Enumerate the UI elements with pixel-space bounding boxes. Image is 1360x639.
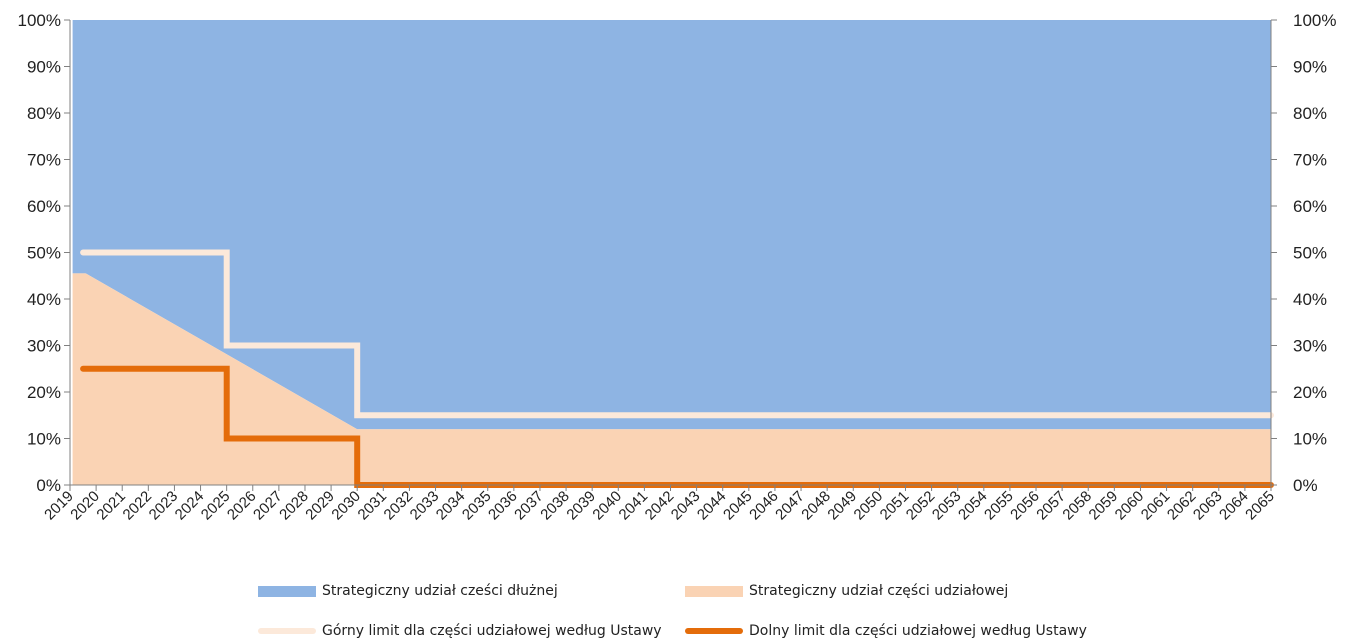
x-tick-label: 2056 [1007, 488, 1043, 524]
right-axis-ticks: 0% 10% 20% 30% 40% 50% 60% 70% 80% 90% 100% [1271, 11, 1336, 495]
x-tick-label: 2064 [1216, 488, 1252, 524]
right-tick-label: 80% [1293, 104, 1327, 123]
left-tick-label: 100% [18, 11, 61, 30]
x-tick-label: 2046 [746, 488, 782, 524]
x-tick-label: 2047 [772, 488, 808, 524]
x-tick-label: 2060 [1112, 488, 1148, 524]
right-tick-label: 40% [1293, 290, 1327, 309]
x-tick-label: 2062 [1164, 488, 1200, 524]
legend-item-debt: Strategiczny udział cześci dłużnej [258, 583, 558, 599]
x-tick-label: 2049 [824, 488, 860, 524]
chart: 0% 10% 20% 30% 40% 50% 60% 70% 80% 90% 100% 0% 10% 2… [18, 11, 1337, 523]
x-tick-label: 2039 [563, 488, 599, 524]
legend-swatch-lower-limit [685, 628, 743, 634]
x-tick-label: 2024 [172, 488, 208, 524]
x-tick-label: 2043 [668, 488, 704, 524]
x-tick-label: 2041 [616, 488, 652, 524]
x-tick-label: 2034 [433, 488, 469, 524]
legend-label-equity: Strategiczny udział części udziałowej [749, 583, 1009, 599]
x-tick-label: 2022 [120, 488, 156, 524]
left-tick-label: 10% [27, 430, 61, 449]
x-tick-label: 2029 [302, 488, 338, 524]
area-equity-share [72, 273, 1272, 485]
x-tick-label: 2054 [955, 488, 991, 524]
right-tick-label: 90% [1293, 58, 1327, 77]
legend-item-lower-limit: Dolny limit dla części udziałowej według… [685, 623, 1087, 639]
x-tick-label: 2065 [1242, 488, 1278, 524]
right-tick-label: 100% [1293, 11, 1336, 30]
x-tick-label: 2021 [93, 488, 129, 524]
left-tick-label: 90% [27, 58, 61, 77]
area-debt-share [72, 20, 1272, 430]
x-tick-label: 2032 [381, 488, 417, 524]
x-tick-label: 2063 [1190, 488, 1226, 524]
x-tick-label: 2026 [224, 488, 260, 524]
legend-swatch-debt [258, 585, 316, 597]
x-tick-label: 2023 [146, 488, 182, 524]
left-tick-label: 20% [27, 383, 61, 402]
left-tick-label: 60% [27, 197, 61, 216]
legend-label-debt: Strategiczny udział cześci dłużnej [322, 583, 558, 599]
x-tick-label: 2059 [1086, 488, 1122, 524]
x-tick-label: 2058 [1059, 488, 1095, 524]
legend-swatch-upper-limit [258, 628, 316, 634]
left-tick-label: 40% [27, 290, 61, 309]
x-tick-label: 2025 [198, 488, 234, 524]
x-tick-label: 2055 [981, 488, 1017, 524]
x-tick-label: 2031 [355, 488, 391, 524]
x-tick-label: 2038 [537, 488, 573, 524]
legend: Strategiczny udział cześci dłużnej Strat… [0, 578, 1360, 639]
legend-item-upper-limit: Górny limit dla części udziałowej według… [258, 623, 662, 639]
right-tick-label: 20% [1293, 383, 1327, 402]
left-tick-label: 50% [27, 244, 61, 263]
right-tick-label: 0% [1293, 476, 1318, 495]
x-tick-label: 2057 [1033, 488, 1069, 524]
right-tick-label: 60% [1293, 197, 1327, 216]
x-tick-label: 2035 [459, 488, 495, 524]
right-tick-label: 10% [1293, 430, 1327, 449]
line-upper-limit [80, 249, 1274, 419]
left-tick-label: 80% [27, 104, 61, 123]
legend-label-lower-limit: Dolny limit dla części udziałowej według… [749, 623, 1087, 639]
x-tick-label: 2033 [407, 488, 443, 524]
x-tick-label: 2030 [328, 488, 364, 524]
legend-label-upper-limit: Górny limit dla części udziałowej według… [322, 623, 662, 639]
x-tick-label: 2028 [276, 488, 312, 524]
x-tick-label: 2027 [250, 488, 286, 524]
legend-swatch-equity [685, 585, 743, 597]
x-tick-label: 2045 [720, 488, 756, 524]
right-tick-label: 70% [1293, 151, 1327, 170]
x-tick-label: 2040 [589, 488, 625, 524]
legend-item-equity: Strategiczny udział części udziałowej [685, 583, 1008, 599]
x-tick-label: 2042 [642, 488, 678, 524]
x-tick-label: 2020 [67, 488, 103, 524]
x-tick-label: 2051 [877, 488, 913, 524]
left-tick-label: 30% [27, 337, 61, 356]
x-tick-label: 2036 [485, 488, 521, 524]
right-tick-label: 50% [1293, 244, 1327, 263]
x-tick-label: 2050 [851, 488, 887, 524]
right-tick-label: 30% [1293, 337, 1327, 356]
left-axis-ticks: 0% 10% 20% 30% 40% 50% 60% 70% 80% 90% 100% [18, 11, 70, 495]
x-axis-ticks: 2019202020212022202320242025202620272028… [41, 485, 1278, 523]
x-tick-label: 2037 [511, 488, 547, 524]
left-tick-label: 0% [36, 476, 61, 495]
x-tick-label: 2061 [1138, 488, 1174, 524]
x-tick-label: 2052 [903, 488, 939, 524]
x-tick-label: 2053 [929, 488, 965, 524]
plot-areas [72, 20, 1272, 485]
left-tick-label: 70% [27, 151, 61, 170]
x-tick-label: 2044 [694, 488, 730, 524]
x-tick-label: 2048 [798, 488, 834, 524]
